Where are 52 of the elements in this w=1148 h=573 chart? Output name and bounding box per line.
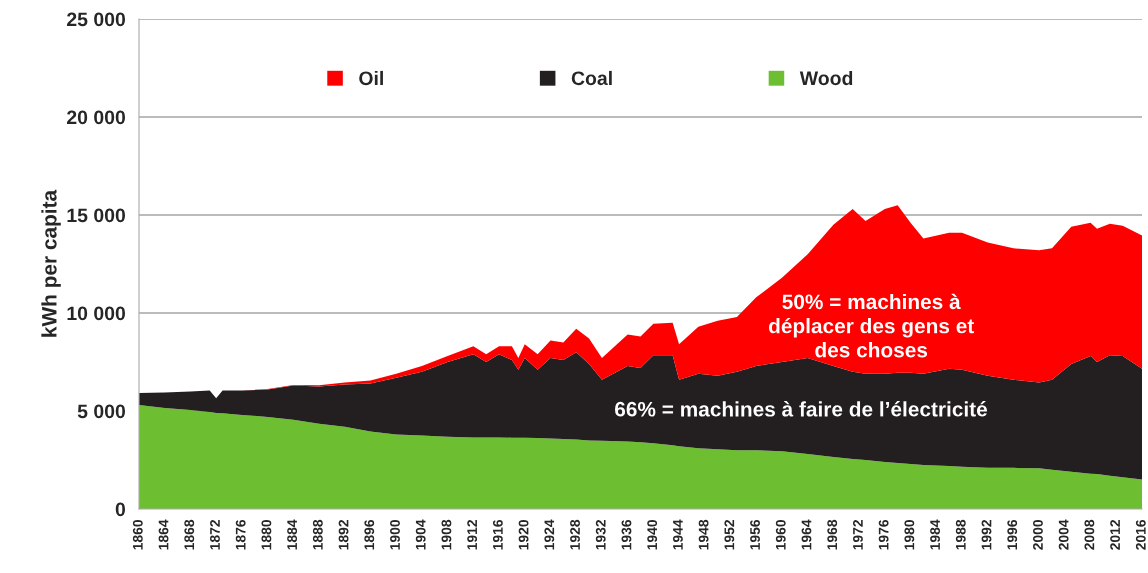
x-tick-label: 1964 bbox=[801, 519, 812, 550]
y-tick-label: 25 000 bbox=[67, 12, 126, 27]
x-tick-label: 1956 bbox=[750, 519, 760, 550]
x-tick-label: 1968 bbox=[827, 519, 838, 550]
x-tick-label: 1872 bbox=[210, 519, 220, 550]
x-tick-label: 2008 bbox=[1084, 519, 1095, 550]
annotation: 66% = machines à faire de l’électricité bbox=[615, 401, 988, 417]
x-tick-label: 1860 bbox=[132, 519, 143, 550]
x-tick-label: 1916 bbox=[492, 519, 503, 550]
legend-label: Coal bbox=[571, 70, 612, 86]
annotation: 50% = machines à déplacer des gens et des choses bbox=[769, 293, 974, 358]
x-tick-label: 1900 bbox=[390, 519, 400, 550]
x-tick-label: 1984 bbox=[930, 519, 940, 550]
x-tick-label: 1988 bbox=[955, 519, 966, 550]
x-tick-label: 2012 bbox=[1110, 519, 1121, 550]
x-tick-label: 1892 bbox=[338, 519, 349, 550]
x-tick-label: 1912 bbox=[467, 519, 478, 550]
x-tick-label: 1920 bbox=[518, 519, 529, 550]
x-tick-label: 1996 bbox=[1007, 519, 1018, 550]
x-tick-label: 1864 bbox=[158, 519, 169, 550]
y-tick-label: 20 000 bbox=[67, 110, 126, 125]
x-tick-label: 1980 bbox=[904, 519, 915, 550]
x-tick-label: 2016 bbox=[1135, 519, 1146, 550]
y-tick-label: 0 bbox=[115, 502, 126, 517]
legend-label: Wood bbox=[799, 70, 853, 86]
x-tick-label: 1908 bbox=[441, 519, 452, 550]
y-tick-label: 10 000 bbox=[67, 306, 126, 321]
x-tick-label: 1932 bbox=[595, 519, 606, 550]
x-tick-label: 1904 bbox=[415, 519, 426, 550]
x-tick-label: 2004 bbox=[1058, 519, 1069, 550]
x-tick-label: 1948 bbox=[698, 519, 709, 550]
x-tick-label: 1972 bbox=[853, 519, 863, 550]
x-tick-label: 1936 bbox=[621, 519, 632, 550]
x-tick-label: 1868 bbox=[184, 519, 195, 550]
x-tick-label: 1876 bbox=[235, 519, 246, 550]
y-axis-title: kWh per capita bbox=[41, 189, 61, 337]
x-tick-label: 1940 bbox=[647, 519, 658, 550]
x-tick-label: 1944 bbox=[672, 519, 683, 550]
x-tick-label: 1896 bbox=[364, 519, 375, 550]
legend-label: Oil bbox=[359, 70, 383, 86]
x-tick-label: 1888 bbox=[312, 519, 323, 550]
y-tick-label: 15 000 bbox=[67, 208, 126, 223]
x-tick-label: 1960 bbox=[775, 519, 786, 550]
x-tick-label: 1880 bbox=[261, 519, 272, 550]
x-tick-label: 1952 bbox=[724, 519, 735, 550]
x-tick-label: 1924 bbox=[544, 519, 555, 550]
x-tick-label: 1992 bbox=[981, 519, 992, 550]
x-tick-label: 1928 bbox=[570, 519, 580, 550]
x-tick-label: 1884 bbox=[287, 519, 298, 550]
x-tick-label: 2000 bbox=[1033, 519, 1043, 550]
y-tick-label: 5 000 bbox=[77, 404, 126, 419]
x-tick-label: 1976 bbox=[878, 519, 889, 550]
